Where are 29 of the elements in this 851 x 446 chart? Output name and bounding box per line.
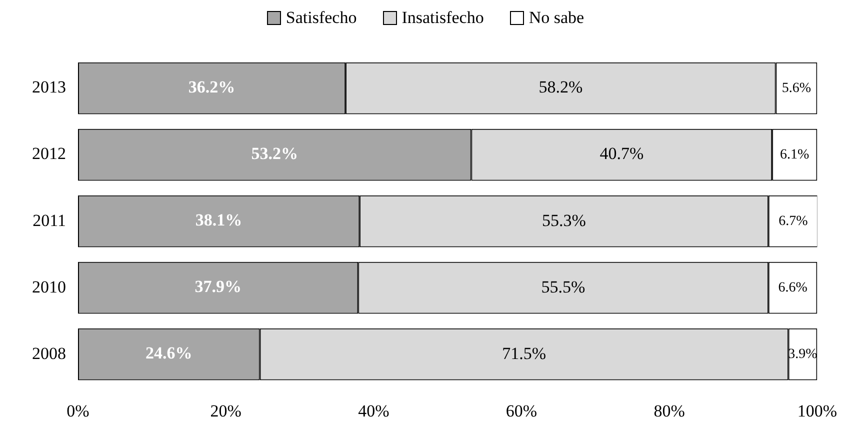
data-label: 6.1% — [780, 147, 810, 162]
x-tick-label: 80% — [654, 401, 685, 420]
legend-label: No sabe — [528, 8, 584, 28]
x-tick-label: 40% — [358, 401, 390, 420]
data-label: 53.2% — [251, 144, 298, 164]
data-label: 38.1% — [195, 210, 242, 230]
x-tick-label: 20% — [210, 401, 242, 420]
x-tick-label: 60% — [506, 401, 538, 420]
x-tick-label: 0% — [66, 401, 90, 420]
data-label: 58.2% — [538, 78, 583, 97]
data-label: 6.7% — [778, 214, 808, 229]
data-label: 55.5% — [541, 277, 586, 296]
data-label: 37.9% — [194, 277, 242, 296]
data-label: 5.6% — [782, 80, 812, 96]
data-label: 36.2% — [188, 78, 236, 97]
y-tick-label: 2012 — [32, 144, 66, 164]
x-tick-label: 100% — [797, 401, 838, 420]
data-label: 55.3% — [542, 210, 586, 230]
y-tick-label: 2011 — [32, 210, 66, 230]
data-label: 40.7% — [600, 144, 644, 164]
y-tick-label: 2008 — [32, 344, 66, 363]
data-label: 6.6% — [778, 280, 808, 296]
y-tick-label: 2013 — [32, 78, 66, 97]
y-tick-label: 2010 — [32, 277, 66, 296]
data-label: 3.9% — [788, 347, 818, 362]
text: Insatisfecho — [402, 8, 484, 28]
data-label: 71.5% — [502, 344, 546, 363]
data-label: 24.6% — [146, 344, 192, 363]
legend-label: Satisfecho — [286, 8, 357, 28]
